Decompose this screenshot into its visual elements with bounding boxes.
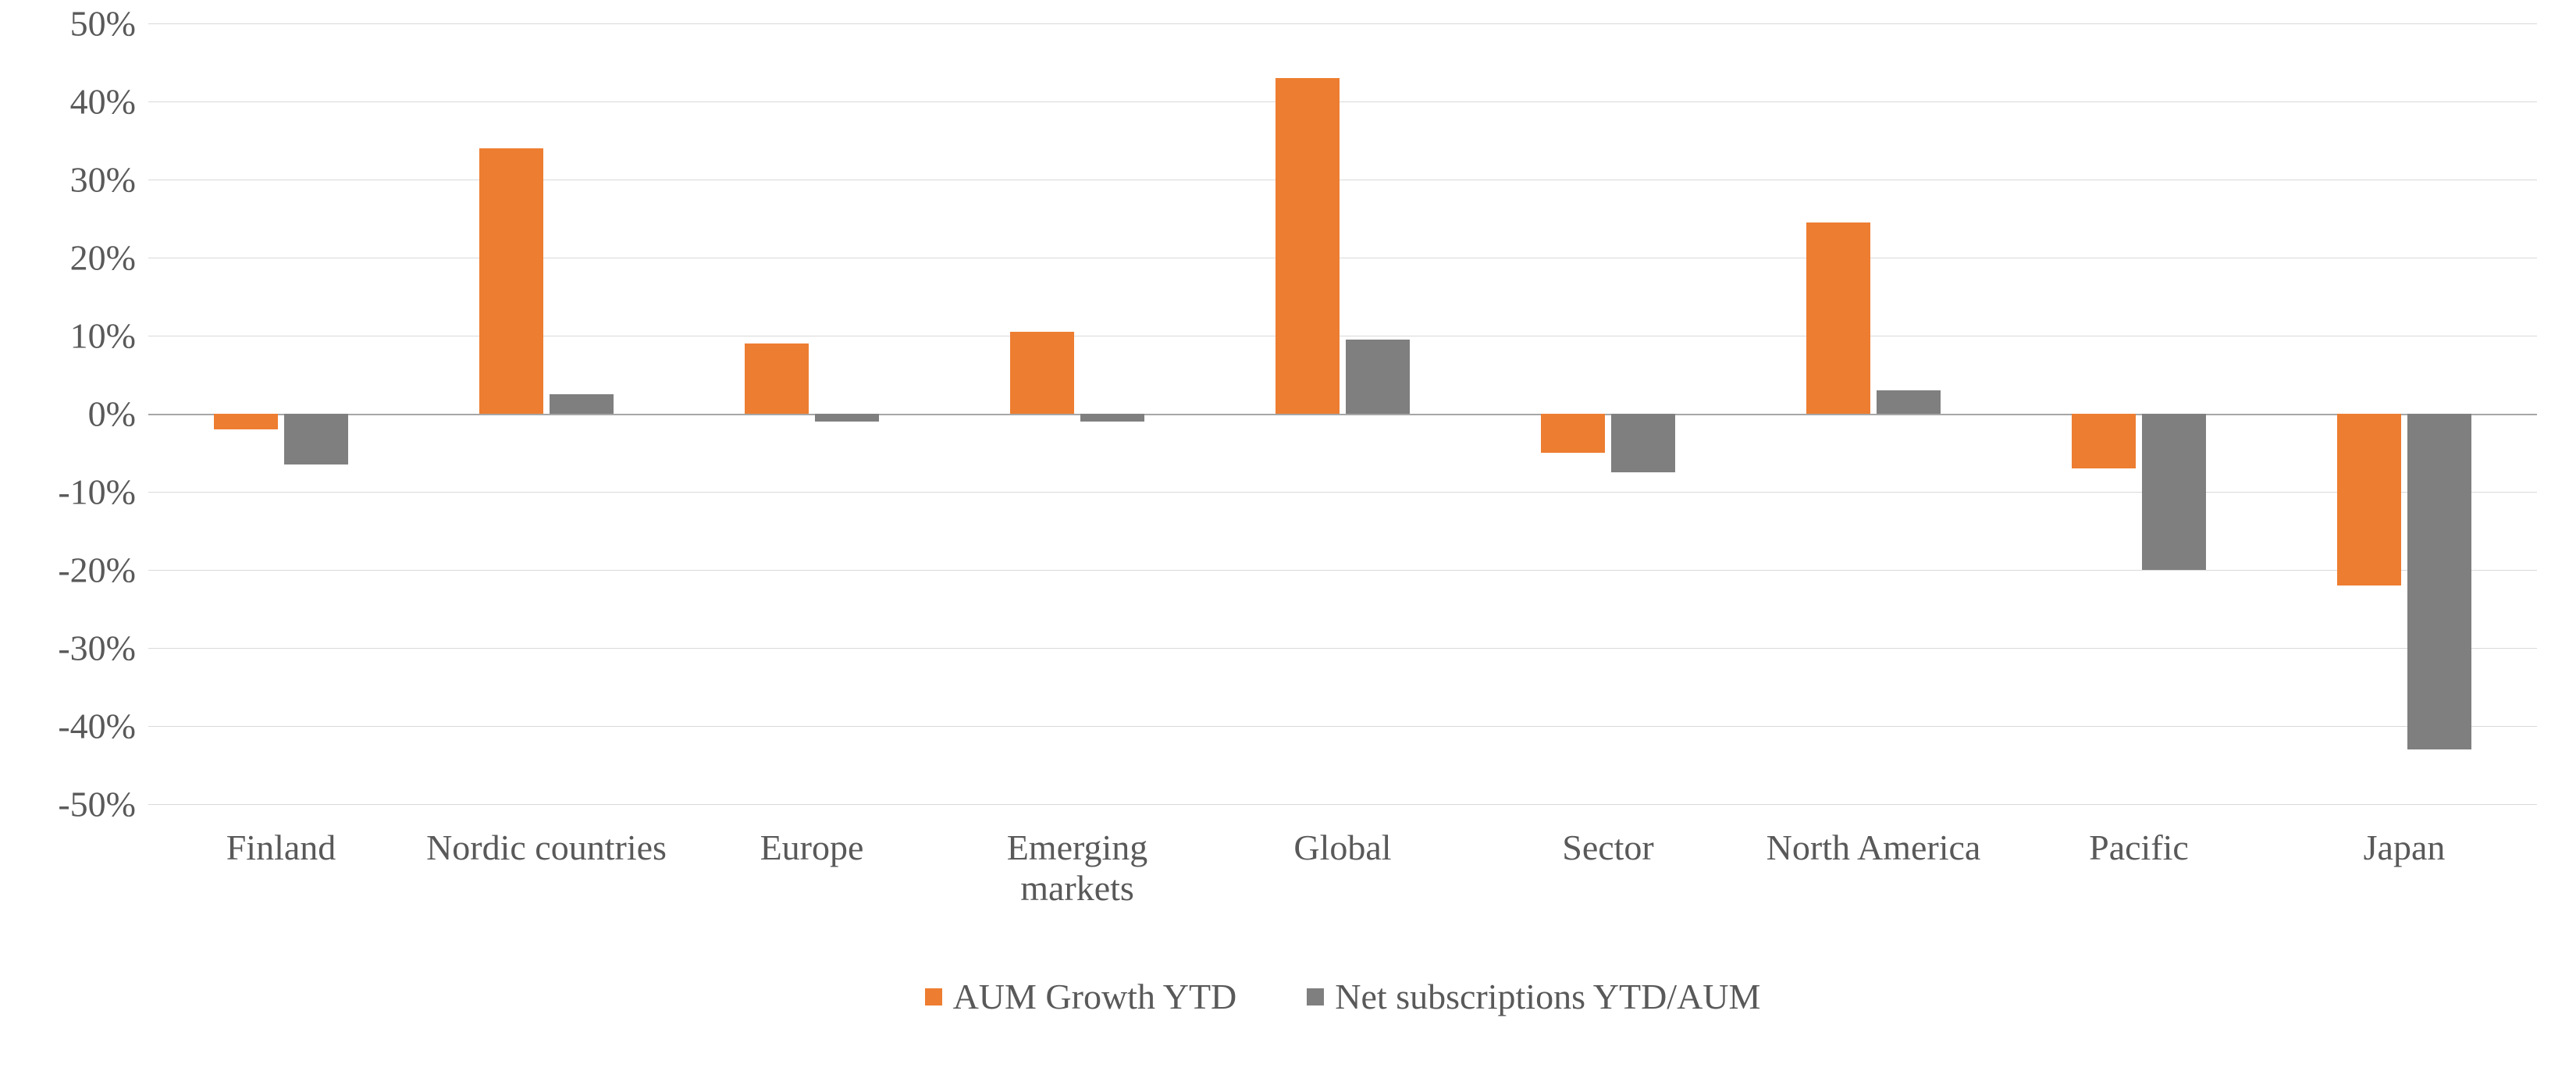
x-category-label: Japan bbox=[2279, 828, 2529, 868]
bar bbox=[214, 414, 278, 429]
bar bbox=[284, 414, 348, 464]
gridline bbox=[148, 23, 2537, 24]
bar bbox=[2407, 414, 2471, 749]
x-category-label: Emerging markets bbox=[952, 828, 1202, 909]
bar bbox=[1541, 414, 1605, 453]
y-tick-label: 50% bbox=[70, 3, 148, 44]
y-tick-label: 30% bbox=[70, 159, 148, 201]
y-tick-label: 20% bbox=[70, 237, 148, 279]
plot-area: -50%-40%-30%-20%-10%0%10%20%30%40%50% bbox=[148, 23, 2537, 804]
bar bbox=[1806, 222, 1870, 414]
y-tick-label: -10% bbox=[58, 472, 148, 513]
bar bbox=[745, 343, 809, 414]
y-tick-label: 0% bbox=[88, 393, 148, 435]
y-tick-label: -40% bbox=[58, 706, 148, 747]
gridline bbox=[148, 804, 2537, 805]
bar bbox=[1611, 414, 1675, 472]
x-category-label: Finland bbox=[156, 828, 406, 868]
bar bbox=[1276, 78, 1340, 414]
legend-item: AUM Growth YTD bbox=[925, 976, 1237, 1017]
legend-swatch bbox=[1307, 988, 1324, 1005]
gridline bbox=[148, 648, 2537, 649]
y-tick-label: 10% bbox=[70, 315, 148, 357]
x-category-label: Global bbox=[1218, 828, 1468, 868]
bar bbox=[479, 148, 543, 414]
x-category-label: Sector bbox=[1483, 828, 1733, 868]
bar bbox=[550, 394, 614, 414]
y-tick-label: -30% bbox=[58, 628, 148, 669]
gridline bbox=[148, 726, 2537, 727]
bar bbox=[2142, 414, 2206, 570]
x-category-label: North America bbox=[1749, 828, 1998, 868]
bar bbox=[1346, 340, 1410, 414]
legend: AUM Growth YTD Net subscriptions YTD/AUM bbox=[148, 976, 2537, 1017]
legend-swatch bbox=[925, 988, 942, 1005]
legend-label: AUM Growth YTD bbox=[953, 976, 1237, 1017]
bar bbox=[1080, 414, 1144, 422]
gridline bbox=[148, 101, 2537, 102]
legend-item: Net subscriptions YTD/AUM bbox=[1307, 976, 1760, 1017]
y-tick-label: -20% bbox=[58, 550, 148, 591]
bar bbox=[2337, 414, 2401, 585]
bar bbox=[1010, 332, 1074, 414]
bar bbox=[815, 414, 879, 422]
y-tick-label: 40% bbox=[70, 81, 148, 123]
x-category-label: Europe bbox=[687, 828, 937, 868]
x-category-label: Pacific bbox=[2014, 828, 2264, 868]
x-category-label: Nordic countries bbox=[422, 828, 671, 868]
gridline bbox=[148, 570, 2537, 571]
bar bbox=[2072, 414, 2136, 468]
y-tick-label: -50% bbox=[58, 784, 148, 825]
aum-growth-chart: -50%-40%-30%-20%-10%0%10%20%30%40%50%Fin… bbox=[0, 0, 2576, 1082]
bar bbox=[1877, 390, 1941, 414]
legend-label: Net subscriptions YTD/AUM bbox=[1335, 976, 1760, 1017]
